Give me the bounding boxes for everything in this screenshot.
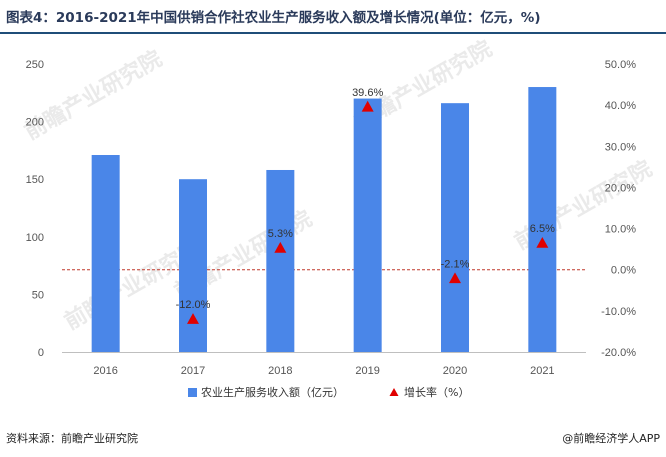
x-tick-label: 2021: [530, 365, 554, 377]
y-right-tick-label: 0.0%: [611, 265, 636, 277]
growth-marker: [361, 100, 374, 112]
x-tick-label: 2016: [93, 365, 117, 377]
growth-marker: [536, 236, 549, 248]
growth-data-label: -12.0%: [176, 299, 211, 311]
growth-data-label: -2.1%: [441, 258, 470, 270]
axes-layer: 0 50 100 150 200 250 -20.0% -10.0% 0.0% 10.0% 20.0…: [26, 59, 637, 377]
y-left-tick-label: 200: [26, 117, 44, 129]
growth-marker: [274, 241, 287, 253]
brand-note: @前瞻经济学人APP: [562, 432, 660, 445]
growth-data-label: 5.3%: [268, 228, 293, 240]
legend-bar-label: 农业生产服务收入额（亿元）: [201, 385, 344, 399]
growth-data-label: 39.6%: [352, 87, 383, 99]
y-right-tick-label: -10.0%: [601, 306, 636, 318]
x-tick-label: 2017: [181, 365, 205, 377]
y-right-tick-label: 40.0%: [605, 100, 636, 112]
growth-marker: [187, 313, 199, 324]
y-left-tick-label: 0: [38, 347, 44, 359]
bar: [441, 103, 469, 352]
legend-marker-swatch: [389, 388, 399, 396]
source-note: 资料来源：前瞻产业研究院: [6, 432, 138, 445]
y-left-tick-label: 50: [32, 289, 44, 301]
y-right-tick-label: 30.0%: [605, 141, 636, 153]
legend-marker-label: 增长率（%）: [404, 385, 469, 399]
markers-layer: -12.0% 5.3% 39.6% -2.1% 6.5%: [176, 87, 555, 324]
y-left-tick-label: 150: [26, 174, 44, 186]
chart-title: 图表4：2016-2021年中国供销合作社农业生产服务收入额及增长情况(单位：亿…: [6, 10, 541, 26]
y-right-tick-label: -20.0%: [601, 347, 636, 359]
y-right-tick-label: 10.0%: [605, 224, 636, 236]
growth-data-label: 6.5%: [530, 223, 555, 235]
x-tick-label: 2020: [443, 365, 467, 377]
y-left-tick-label: 100: [26, 232, 44, 244]
legend-bar-swatch: [188, 388, 197, 397]
legend: 农业生产服务收入额（亿元） 增长率（%）: [188, 385, 469, 399]
bars-layer: [91, 87, 557, 352]
growth-marker: [449, 272, 461, 284]
bar: [91, 155, 120, 352]
bar: [179, 179, 207, 352]
bar: [353, 98, 382, 352]
y-right-tick-label: 50.0%: [605, 59, 636, 71]
x-tick-label: 2019: [355, 365, 379, 377]
title-divider: [0, 32, 666, 34]
y-left-tick-label: 250: [26, 59, 44, 71]
y-right-tick-label: 20.0%: [605, 182, 636, 194]
x-tick-label: 2018: [268, 365, 292, 377]
bar: [528, 87, 557, 352]
bar: [266, 169, 295, 352]
